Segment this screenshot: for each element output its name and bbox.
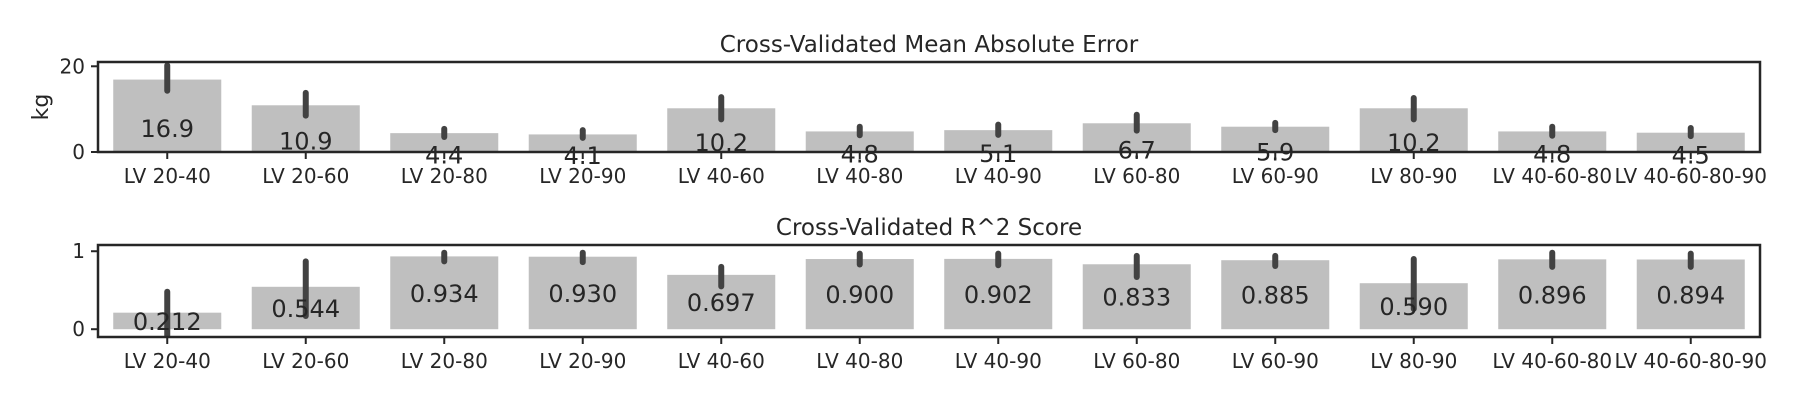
x-tick-label: LV 20-90 [539, 349, 626, 373]
x-tick-label: LV 20-60 [262, 349, 349, 373]
x-tick-label: LV 20-80 [401, 164, 488, 188]
bar [390, 256, 499, 330]
bar [528, 134, 637, 152]
bar [390, 133, 499, 152]
x-tick-label: LV 20-90 [539, 164, 626, 188]
bar [805, 259, 914, 330]
data-label: 0.894 [1656, 281, 1725, 309]
x-tick-label: LV 60-90 [1232, 164, 1319, 188]
x-tick-label: LV 40-60-80-90 [1615, 349, 1767, 373]
mae-chart-panel: Cross-Validated Mean Absolute Error kg 16.… [29, 32, 1767, 188]
x-tick-label: LV 40-80 [816, 349, 903, 373]
x-tick-label: LV 40-80 [816, 164, 903, 188]
x-tick-label: LV 20-80 [401, 349, 488, 373]
x-tick-label: LV 40-90 [955, 164, 1042, 188]
x-tick-label: LV 80-90 [1370, 349, 1457, 373]
chart-title: Cross-Validated Mean Absolute Error [720, 32, 1139, 58]
bar [1636, 132, 1745, 152]
y-tick-label: 0 [72, 317, 85, 341]
y-tick-label: 0 [72, 140, 85, 164]
data-label: 0.697 [687, 289, 756, 317]
data-label: 0.934 [410, 280, 479, 308]
y-tick-label: 1 [72, 239, 85, 263]
bar [1636, 259, 1745, 330]
data-label: 6.7 [1118, 137, 1156, 165]
data-label: 0.590 [1379, 293, 1448, 321]
y-axis-label: kg [29, 94, 54, 121]
x-tick-label: LV 40-60-80 [1492, 164, 1612, 188]
x-tick-label: LV 40-90 [955, 349, 1042, 373]
data-label: 0.212 [133, 308, 202, 336]
x-tick-label: LV 60-90 [1232, 349, 1319, 373]
data-label: 0.833 [1102, 284, 1171, 312]
data-label: 0.930 [548, 280, 617, 308]
x-tick-label: LV 80-90 [1370, 164, 1457, 188]
data-label: 0.896 [1518, 281, 1587, 309]
r2-chart-panel: Cross-Validated R^2 Score 0.212 LV 20-40 0.… [72, 215, 1767, 373]
plot-frame [96, 243, 1762, 339]
plot-frame [96, 60, 1762, 154]
data-label: 0.902 [964, 281, 1033, 309]
bar [528, 256, 637, 330]
x-tick-label: LV 40-60-80-90 [1615, 164, 1767, 188]
bar [1498, 259, 1607, 330]
chart-title: Cross-Validated R^2 Score [776, 215, 1082, 241]
bar [1498, 131, 1607, 152]
x-tick-label: LV 40-60 [678, 349, 765, 373]
data-label: 0.885 [1241, 282, 1310, 310]
data-label: 0.900 [825, 281, 894, 309]
x-tick-label: LV 20-40 [124, 349, 211, 373]
x-tick-label: LV 60-80 [1093, 349, 1180, 373]
bar [944, 130, 1053, 152]
x-tick-label: LV 40-60 [678, 164, 765, 188]
x-tick-label: LV 20-40 [124, 164, 211, 188]
bar [805, 131, 914, 152]
data-label: 0.544 [271, 295, 340, 323]
data-label: 16.9 [141, 115, 194, 143]
y-tick-label: 20 [60, 54, 85, 78]
bar [1221, 260, 1330, 330]
x-tick-label: LV 40-60-80 [1492, 349, 1612, 373]
bar [944, 258, 1053, 330]
x-tick-label: LV 60-80 [1093, 164, 1180, 188]
x-tick-label: LV 20-60 [262, 164, 349, 188]
